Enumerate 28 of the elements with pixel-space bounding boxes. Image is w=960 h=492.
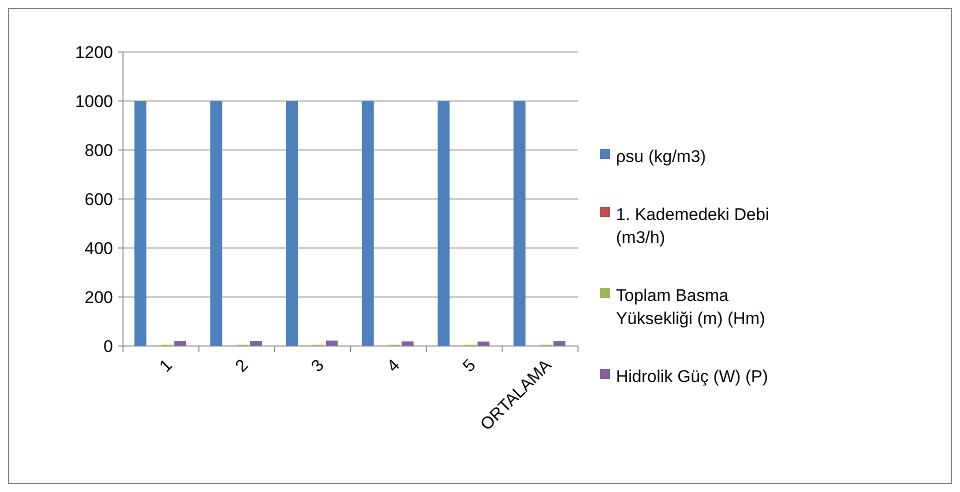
bar <box>134 101 146 346</box>
x-tick-label: 2 <box>232 356 252 376</box>
y-tick-label: 1200 <box>75 42 113 62</box>
bar <box>286 101 298 346</box>
y-tick-label: 0 <box>104 336 113 356</box>
bar <box>438 101 450 346</box>
bar <box>250 341 262 346</box>
y-tick-label: 1000 <box>75 92 113 111</box>
y-tick-label: 600 <box>84 190 113 209</box>
y-tick-label: 800 <box>84 140 113 160</box>
x-tick-label: 1 <box>156 356 176 376</box>
bar <box>478 342 490 346</box>
x-tick-label: 3 <box>307 356 328 376</box>
x-tick-label: 5 <box>459 356 480 376</box>
x-tick-label: 4 <box>383 356 404 376</box>
y-tick-label: 200 <box>84 288 113 307</box>
bar <box>326 340 338 346</box>
bar <box>402 341 414 346</box>
legend-label: 1. Kademedeki Debi (m3/h) <box>616 204 770 247</box>
bar <box>174 341 186 346</box>
bar <box>514 101 526 346</box>
legend-label: Hidrolik Güç (W) (P) <box>616 366 768 386</box>
y-tick-label: 400 <box>84 238 113 258</box>
legend-label: ρsu (kg/m3) <box>616 146 706 166</box>
bar <box>362 101 374 346</box>
legend-label: Toplam Basma Yüksekliği (m) (Hm) <box>616 286 766 328</box>
bar <box>210 101 222 346</box>
bar <box>553 341 566 346</box>
